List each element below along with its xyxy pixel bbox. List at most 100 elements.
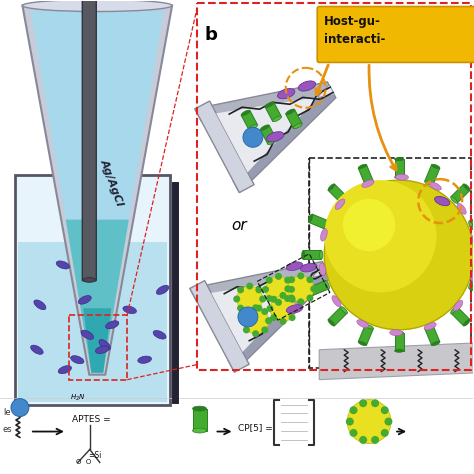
- Circle shape: [289, 314, 296, 321]
- Ellipse shape: [365, 181, 374, 185]
- Ellipse shape: [58, 365, 72, 374]
- Ellipse shape: [319, 250, 323, 259]
- Circle shape: [284, 285, 292, 292]
- Ellipse shape: [471, 269, 474, 282]
- Circle shape: [265, 276, 292, 302]
- Circle shape: [381, 406, 389, 414]
- Circle shape: [252, 330, 259, 337]
- Circle shape: [280, 292, 286, 299]
- Polygon shape: [469, 214, 474, 229]
- Circle shape: [324, 180, 474, 330]
- Polygon shape: [328, 307, 347, 326]
- Ellipse shape: [435, 196, 450, 206]
- Polygon shape: [15, 175, 170, 405]
- Circle shape: [289, 296, 296, 303]
- Polygon shape: [303, 250, 321, 259]
- Ellipse shape: [451, 197, 457, 203]
- Circle shape: [307, 276, 313, 283]
- Ellipse shape: [156, 285, 169, 294]
- Ellipse shape: [277, 89, 295, 99]
- Polygon shape: [195, 82, 334, 121]
- Ellipse shape: [425, 181, 433, 185]
- Circle shape: [255, 286, 263, 293]
- Ellipse shape: [394, 175, 403, 179]
- Ellipse shape: [453, 301, 463, 311]
- Circle shape: [343, 199, 395, 251]
- Polygon shape: [309, 281, 329, 296]
- Circle shape: [265, 317, 272, 324]
- Polygon shape: [425, 325, 440, 345]
- Ellipse shape: [83, 277, 95, 283]
- Ellipse shape: [260, 125, 269, 130]
- Circle shape: [270, 295, 296, 321]
- Polygon shape: [451, 307, 470, 326]
- Circle shape: [346, 418, 354, 426]
- Ellipse shape: [332, 296, 341, 307]
- Text: $H_2N$: $H_2N$: [70, 392, 85, 403]
- Ellipse shape: [153, 330, 166, 339]
- Ellipse shape: [268, 139, 277, 145]
- Circle shape: [371, 436, 379, 444]
- Ellipse shape: [34, 300, 46, 310]
- Ellipse shape: [325, 221, 329, 229]
- Polygon shape: [241, 110, 257, 129]
- Circle shape: [11, 399, 29, 417]
- Circle shape: [275, 299, 282, 306]
- Ellipse shape: [469, 221, 473, 229]
- Polygon shape: [319, 340, 474, 380]
- Ellipse shape: [56, 261, 70, 269]
- Circle shape: [297, 298, 304, 305]
- Circle shape: [243, 327, 250, 333]
- Circle shape: [270, 296, 277, 303]
- Circle shape: [288, 294, 295, 301]
- Polygon shape: [30, 10, 164, 373]
- Circle shape: [384, 418, 392, 426]
- Ellipse shape: [298, 81, 316, 91]
- Polygon shape: [358, 165, 374, 185]
- Ellipse shape: [341, 197, 347, 203]
- Ellipse shape: [192, 428, 207, 433]
- Circle shape: [270, 314, 277, 321]
- Polygon shape: [195, 101, 254, 192]
- Ellipse shape: [249, 124, 257, 130]
- Polygon shape: [451, 184, 470, 203]
- Polygon shape: [233, 85, 336, 192]
- Circle shape: [381, 429, 389, 437]
- Circle shape: [233, 295, 240, 302]
- Ellipse shape: [293, 123, 302, 129]
- Circle shape: [284, 295, 291, 302]
- Ellipse shape: [273, 116, 282, 122]
- Ellipse shape: [286, 262, 303, 271]
- Circle shape: [349, 406, 357, 414]
- Circle shape: [237, 286, 244, 293]
- Ellipse shape: [308, 287, 313, 296]
- Circle shape: [288, 276, 314, 302]
- Circle shape: [243, 308, 269, 334]
- Ellipse shape: [138, 356, 152, 364]
- Circle shape: [237, 286, 263, 312]
- Ellipse shape: [425, 325, 433, 329]
- Text: b: b: [204, 26, 218, 44]
- Circle shape: [349, 429, 357, 437]
- Circle shape: [262, 286, 269, 293]
- Ellipse shape: [241, 110, 250, 116]
- Ellipse shape: [429, 182, 441, 190]
- Circle shape: [359, 399, 367, 407]
- Ellipse shape: [325, 281, 329, 289]
- Circle shape: [237, 305, 244, 312]
- Polygon shape: [469, 281, 474, 296]
- Circle shape: [266, 277, 273, 283]
- Ellipse shape: [31, 345, 43, 355]
- Polygon shape: [328, 184, 347, 203]
- Circle shape: [261, 327, 268, 333]
- Ellipse shape: [357, 320, 369, 328]
- Text: or: or: [232, 218, 247, 233]
- Circle shape: [359, 436, 367, 444]
- Circle shape: [307, 294, 313, 301]
- Polygon shape: [358, 325, 374, 345]
- Circle shape: [347, 400, 391, 444]
- Polygon shape: [18, 242, 166, 401]
- Ellipse shape: [469, 281, 473, 289]
- Ellipse shape: [431, 164, 440, 169]
- Ellipse shape: [394, 349, 403, 352]
